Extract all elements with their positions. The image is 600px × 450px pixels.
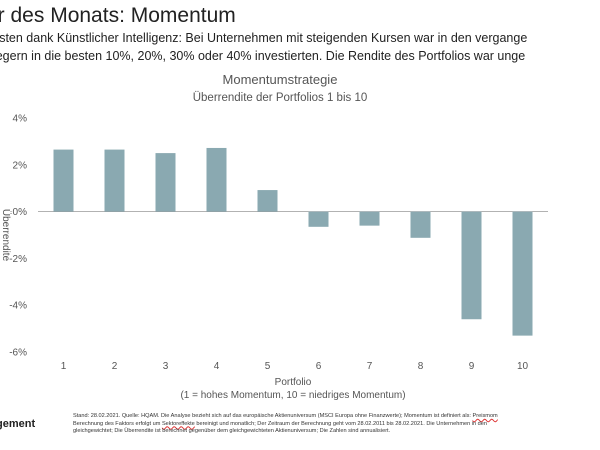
x-tick-label: 8 bbox=[418, 361, 424, 372]
bar-portfolio-6 bbox=[308, 211, 329, 227]
x-tick-label: 10 bbox=[517, 361, 529, 372]
intro-text-line-2: alegern in die besten 10%, 20%, 30% oder… bbox=[0, 49, 526, 63]
x-tick-label: 2 bbox=[112, 361, 118, 372]
x-tick-label: 7 bbox=[367, 361, 373, 372]
x-axis-note: (1 = hohes Momentum, 10 = niedriges Mome… bbox=[180, 390, 405, 401]
y-tick-label: 4% bbox=[13, 114, 28, 125]
y-tick-label: -4% bbox=[9, 301, 27, 312]
y-tick-label: -2% bbox=[9, 254, 27, 265]
footnote-line-2: Berechnung des Faktors erfolgt um Sektor… bbox=[73, 421, 498, 429]
intro-text-line-1: kosten dank Künstlicher Intelligenz: Bei… bbox=[0, 31, 528, 45]
y-axis-ticks: 4% 2% 0% -2% -4% -6% bbox=[9, 114, 27, 359]
page-title: or des Monats: Momentum bbox=[0, 4, 236, 27]
x-tick-label: 9 bbox=[469, 361, 475, 372]
bar-portfolio-10 bbox=[512, 211, 533, 336]
bar-portfolio-7 bbox=[359, 211, 380, 226]
bar-portfolio-4 bbox=[206, 147, 227, 212]
footnote: Stand: 28.02.2021. Quelle: HQAM. Die Ana… bbox=[73, 413, 498, 436]
x-axis-label: Portfolio bbox=[275, 377, 312, 388]
bar-portfolio-8 bbox=[410, 211, 431, 238]
y-tick-label: 2% bbox=[13, 160, 28, 171]
y-tick-label: -6% bbox=[9, 348, 27, 359]
bar-portfolio-9 bbox=[461, 211, 482, 320]
footnote-line-2-text-b: bereinigt und monatlich; Der Zeitraum de… bbox=[194, 420, 487, 427]
x-tick-label: 6 bbox=[316, 361, 322, 372]
x-tick-label: 5 bbox=[265, 361, 271, 372]
bars-group bbox=[53, 147, 533, 336]
company-logo-text: gement bbox=[0, 418, 36, 430]
chart-title: Momentumstrategie bbox=[223, 72, 338, 87]
chart-subtitle: Überrendite der Portfolios 1 bis 10 bbox=[193, 92, 368, 104]
bar-portfolio-1 bbox=[53, 149, 74, 212]
footnote-line-3: gleichgewichtet; Die Überrendite ist ber… bbox=[73, 428, 391, 435]
footnote-line-1: Stand: 28.02.2021. Quelle: HQAM. Die Ana… bbox=[73, 413, 498, 421]
footnote-line-1-text: Stand: 28.02.2021. Quelle: HQAM. Die Ana… bbox=[73, 413, 473, 419]
x-tick-label: 1 bbox=[61, 361, 67, 372]
y-tick-label: 0% bbox=[13, 207, 28, 218]
bar-chart: Momentumstrategie Überrendite der Portfo… bbox=[0, 72, 548, 401]
bar-portfolio-5 bbox=[257, 190, 278, 212]
x-tick-label: 4 bbox=[214, 361, 220, 372]
footnote-line-2-text-a: Berechnung des Faktors erfolgt um bbox=[73, 420, 162, 427]
bar-portfolio-3 bbox=[155, 153, 176, 212]
x-axis-ticks: 1 2 3 4 5 6 7 8 9 10 bbox=[61, 361, 529, 372]
bar-portfolio-2 bbox=[104, 149, 125, 212]
footnote-line-1-term: Preismom bbox=[472, 413, 498, 419]
y-axis-label: Überrendite bbox=[0, 209, 12, 262]
footnote-line-2-term: Sektoreffekte bbox=[161, 420, 195, 427]
x-tick-label: 3 bbox=[163, 361, 169, 372]
